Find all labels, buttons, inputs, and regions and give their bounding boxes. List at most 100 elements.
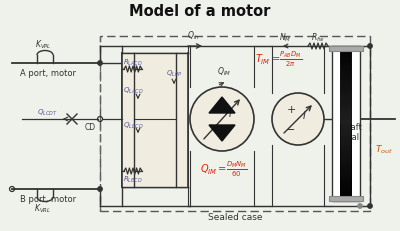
Bar (341, 56, 351, 59)
Bar (340, 127, 352, 130)
Bar (340, 62, 352, 65)
Text: $R_{LACD}$: $R_{LACD}$ (123, 58, 143, 68)
Bar (340, 90, 352, 93)
Bar (340, 56, 352, 59)
Bar (340, 182, 352, 186)
Text: I: I (228, 109, 232, 119)
Bar (341, 195, 351, 198)
Bar (341, 62, 351, 65)
Circle shape (190, 88, 254, 151)
Bar (341, 127, 351, 130)
Text: $K_{VRL}$: $K_{VRL}$ (34, 202, 52, 214)
Bar (340, 114, 352, 118)
Text: $Q_{IM}=\!\frac{D_M N_M}{60}$: $Q_{IM}=\!\frac{D_M N_M}{60}$ (200, 158, 247, 178)
Bar (100, 37, 370, 211)
Bar (341, 164, 351, 167)
Text: $T_{out}$: $T_{out}$ (375, 143, 393, 155)
Bar (340, 142, 352, 146)
Text: Sealed case: Sealed case (208, 213, 262, 222)
Polygon shape (209, 97, 235, 113)
Bar (341, 96, 351, 99)
Bar (340, 157, 352, 161)
Bar (341, 198, 351, 201)
Bar (340, 151, 352, 155)
Bar (341, 90, 351, 93)
Bar (340, 59, 352, 62)
Bar (341, 191, 351, 195)
Text: $K_{VPL}$: $K_{VPL}$ (35, 39, 51, 51)
Bar (340, 154, 352, 158)
Text: $Q_{LACD}$: $Q_{LACD}$ (123, 85, 144, 96)
Bar (340, 148, 352, 152)
Bar (341, 142, 351, 146)
Bar (340, 65, 352, 68)
Circle shape (272, 94, 324, 145)
Bar (341, 179, 351, 183)
Bar (340, 139, 352, 143)
Bar (341, 157, 351, 161)
Text: $Q_{LPP}$: $Q_{LPP}$ (166, 69, 182, 79)
Bar (341, 136, 351, 139)
Bar (341, 105, 351, 109)
Bar (341, 182, 351, 186)
Bar (341, 65, 351, 68)
Bar (340, 130, 352, 133)
Bar (340, 167, 352, 170)
Text: B port, motor: B port, motor (20, 195, 76, 204)
Bar (340, 136, 352, 139)
Bar (340, 120, 352, 124)
Bar (340, 170, 352, 173)
Circle shape (98, 187, 102, 191)
Text: Model of a motor: Model of a motor (129, 4, 271, 19)
Bar (340, 74, 352, 78)
Text: −: − (286, 125, 296, 134)
Bar (341, 93, 351, 96)
Bar (341, 170, 351, 173)
Bar (341, 71, 351, 75)
Bar (340, 108, 352, 112)
Text: I: I (302, 110, 306, 121)
Bar (340, 195, 352, 198)
Circle shape (368, 204, 372, 208)
Text: CD: CD (85, 123, 96, 132)
Bar (341, 52, 351, 56)
Text: $Q_{LCDT}$: $Q_{LCDT}$ (37, 107, 58, 118)
Bar (340, 179, 352, 183)
Bar (341, 80, 351, 84)
Text: A port, motor: A port, motor (20, 69, 76, 78)
Bar (341, 173, 351, 176)
Text: Shaft
seal: Shaft seal (340, 122, 362, 142)
Text: +: + (286, 105, 296, 115)
Bar (340, 68, 352, 71)
Bar (341, 108, 351, 112)
Bar (341, 46, 351, 50)
Bar (341, 130, 351, 133)
Bar (341, 148, 351, 152)
Bar (341, 167, 351, 170)
Bar (341, 188, 351, 192)
Bar (340, 80, 352, 84)
Bar (341, 139, 351, 143)
Bar (340, 185, 352, 189)
Bar (341, 49, 351, 53)
Bar (340, 164, 352, 167)
Bar (341, 77, 351, 81)
Bar (122, 54, 188, 187)
Bar (340, 111, 352, 115)
Bar (341, 133, 351, 136)
Text: $R_{fw}$: $R_{fw}$ (311, 31, 325, 43)
Text: $N_M$: $N_M$ (279, 31, 291, 43)
Bar (341, 154, 351, 158)
Bar (340, 198, 352, 201)
Bar (340, 117, 352, 121)
Bar (340, 96, 352, 99)
Bar (340, 46, 352, 50)
Bar (341, 161, 351, 164)
Text: $Q_{LBCD}$: $Q_{LBCD}$ (123, 120, 144, 131)
Bar (340, 173, 352, 176)
Circle shape (98, 61, 102, 66)
Bar (340, 133, 352, 136)
Bar (340, 52, 352, 56)
Bar (341, 83, 351, 87)
Bar (340, 176, 352, 179)
